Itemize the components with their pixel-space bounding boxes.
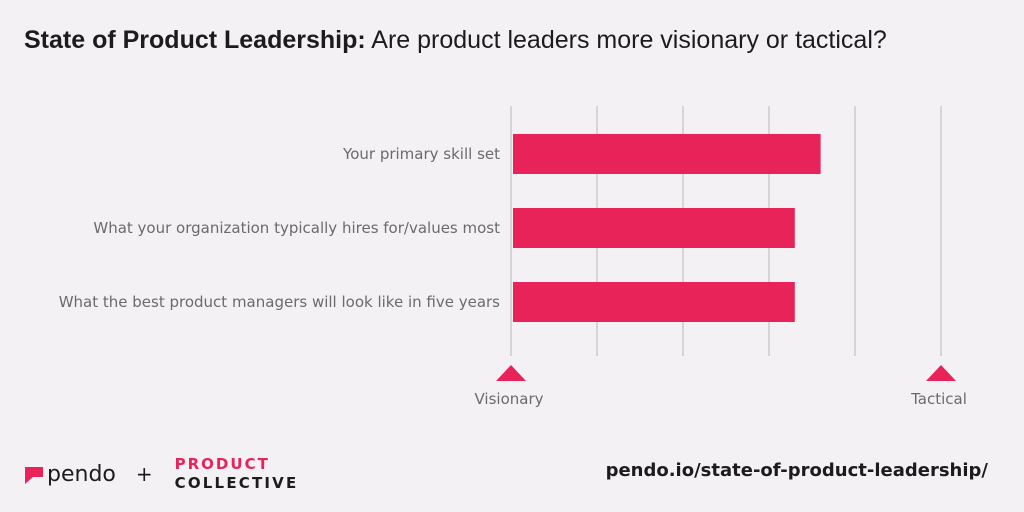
visionary-marker-icon [496,365,526,381]
tactical-label: Tactical [910,390,967,408]
bar [513,208,795,248]
category-label: What the best product managers will look… [59,293,500,311]
bar [513,134,821,174]
visionary-label: Visionary [474,390,543,408]
title-rest: Are product leaders more visionary or ta… [365,26,887,54]
pendo-mark-icon [25,467,43,484]
bar [513,282,795,322]
title-bold: State of Product Leadership: [24,26,366,54]
pendo-logo: pendo [24,462,116,487]
pendo-wordmark: pendo [47,461,116,487]
category-label: Your primary skill set [342,145,500,163]
pc-logo-top: PRODUCT [174,455,270,473]
plus-sign: + [135,462,153,486]
bar-chart: Your primary skill set What your organiza… [59,106,967,408]
footer-logos: pendo + PRODUCT COLLECTIVE [24,456,298,492]
product-collective-logo: PRODUCT COLLECTIVE [175,457,299,491]
source-url[interactable]: pendo.io/state-of-product-leadership/ [605,460,988,481]
category-label: What your organization typically hires f… [93,219,500,237]
pc-logo-bottom: COLLECTIVE [174,474,299,492]
tactical-marker-icon [926,365,956,381]
page-title: State of Product Leadership: Are product… [24,26,887,55]
